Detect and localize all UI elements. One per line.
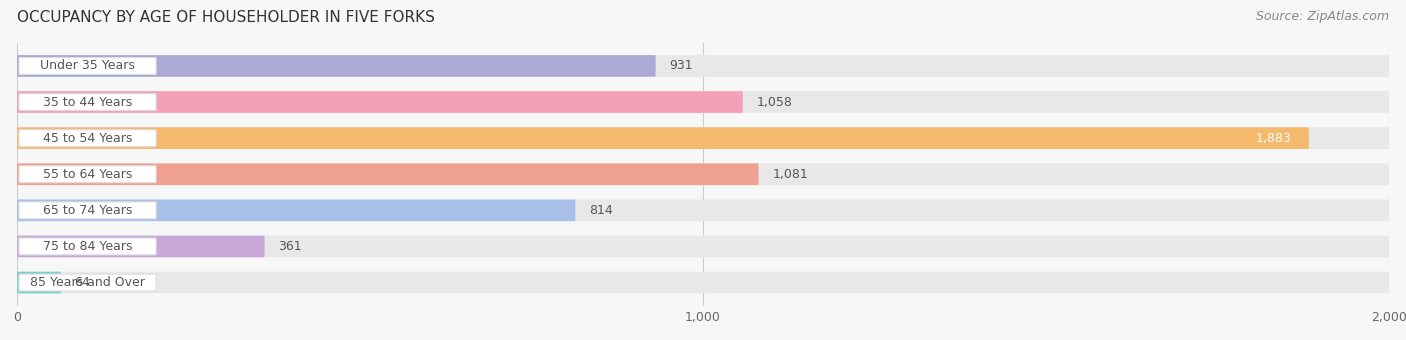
Text: 65 to 74 Years: 65 to 74 Years bbox=[42, 204, 132, 217]
FancyBboxPatch shape bbox=[17, 272, 60, 293]
Text: 45 to 54 Years: 45 to 54 Years bbox=[42, 132, 132, 144]
Text: 1,081: 1,081 bbox=[772, 168, 808, 181]
Text: 1,883: 1,883 bbox=[1256, 132, 1292, 144]
FancyBboxPatch shape bbox=[18, 274, 156, 291]
FancyBboxPatch shape bbox=[18, 57, 156, 74]
Text: 75 to 84 Years: 75 to 84 Years bbox=[42, 240, 132, 253]
FancyBboxPatch shape bbox=[17, 127, 1389, 149]
FancyBboxPatch shape bbox=[18, 238, 156, 255]
FancyBboxPatch shape bbox=[18, 130, 156, 147]
Text: 361: 361 bbox=[278, 240, 302, 253]
Text: 814: 814 bbox=[589, 204, 613, 217]
FancyBboxPatch shape bbox=[18, 166, 156, 183]
FancyBboxPatch shape bbox=[17, 272, 1389, 293]
FancyBboxPatch shape bbox=[17, 200, 575, 221]
FancyBboxPatch shape bbox=[18, 202, 156, 219]
FancyBboxPatch shape bbox=[17, 164, 759, 185]
Text: 64: 64 bbox=[75, 276, 90, 289]
FancyBboxPatch shape bbox=[17, 127, 1309, 149]
FancyBboxPatch shape bbox=[17, 236, 1389, 257]
FancyBboxPatch shape bbox=[17, 55, 655, 77]
FancyBboxPatch shape bbox=[18, 94, 156, 111]
FancyBboxPatch shape bbox=[17, 164, 1389, 185]
FancyBboxPatch shape bbox=[17, 91, 1389, 113]
Text: 931: 931 bbox=[669, 59, 693, 72]
Text: Under 35 Years: Under 35 Years bbox=[41, 59, 135, 72]
FancyBboxPatch shape bbox=[17, 236, 264, 257]
Text: OCCUPANCY BY AGE OF HOUSEHOLDER IN FIVE FORKS: OCCUPANCY BY AGE OF HOUSEHOLDER IN FIVE … bbox=[17, 10, 434, 25]
Text: 85 Years and Over: 85 Years and Over bbox=[30, 276, 145, 289]
FancyBboxPatch shape bbox=[17, 91, 742, 113]
FancyBboxPatch shape bbox=[17, 200, 1389, 221]
Text: 35 to 44 Years: 35 to 44 Years bbox=[44, 96, 132, 108]
Text: 1,058: 1,058 bbox=[756, 96, 793, 108]
Text: Source: ZipAtlas.com: Source: ZipAtlas.com bbox=[1256, 10, 1389, 23]
Text: 55 to 64 Years: 55 to 64 Years bbox=[42, 168, 132, 181]
FancyBboxPatch shape bbox=[17, 55, 1389, 77]
